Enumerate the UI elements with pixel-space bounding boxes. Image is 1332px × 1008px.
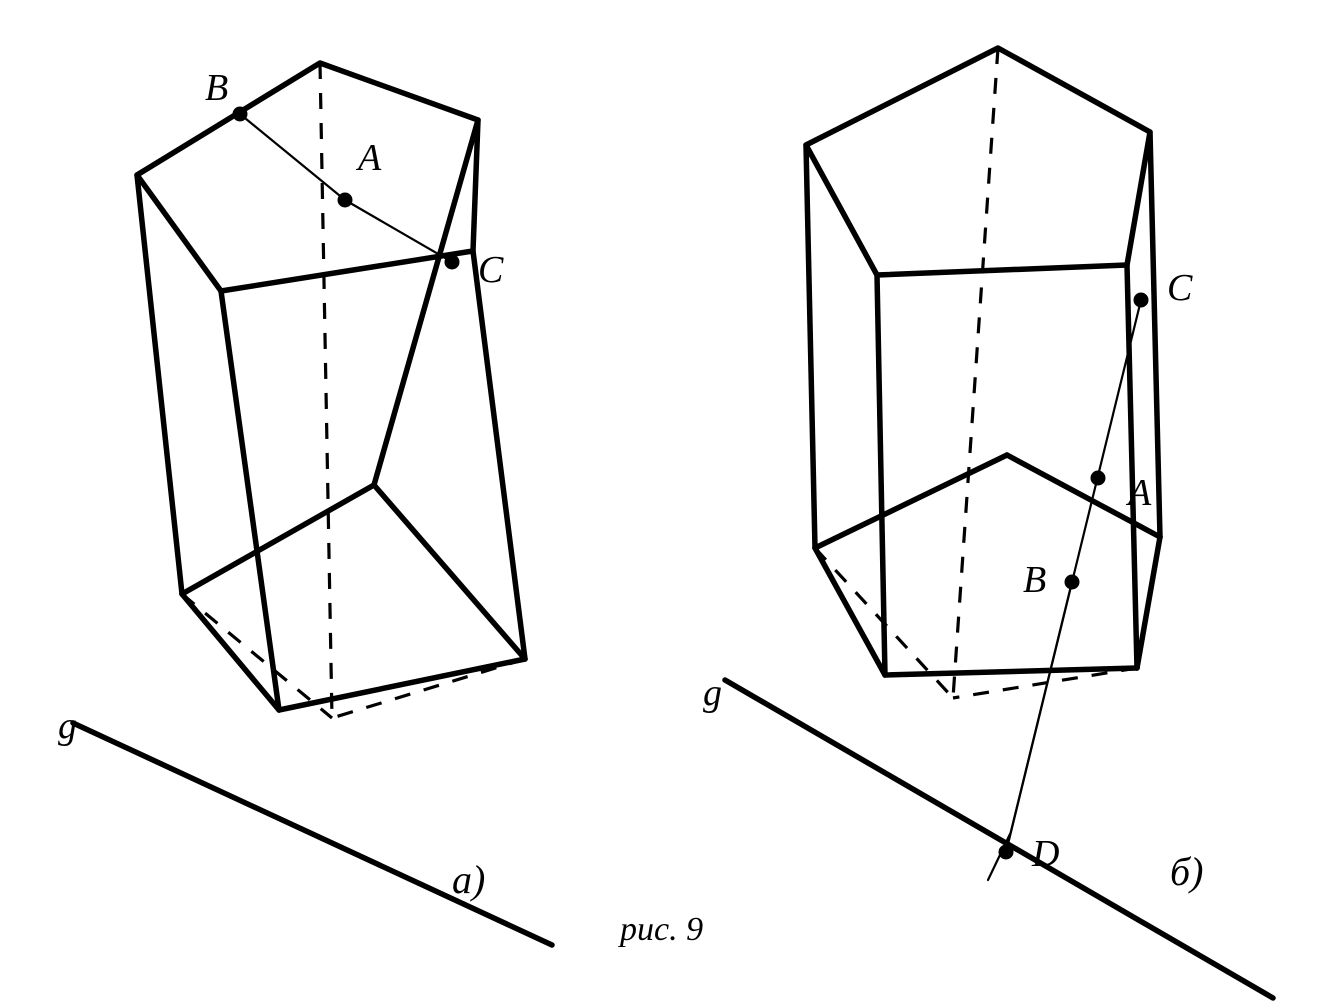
svg-text:рис. 9: рис. 9	[618, 911, 703, 948]
svg-text:C: C	[1167, 267, 1193, 309]
svg-text:A: A	[355, 137, 382, 179]
svg-text:g: g	[703, 672, 722, 714]
diagram-canvas: B A Cg а) C A B Dg б) рис. 9	[0, 0, 1332, 1008]
svg-text:D: D	[1031, 833, 1059, 875]
svg-text:б): б)	[1170, 849, 1203, 894]
svg-text:B: B	[205, 67, 228, 109]
svg-text:B: B	[1023, 559, 1046, 601]
svg-text:C: C	[478, 249, 504, 291]
svg-text:g: g	[58, 705, 77, 747]
svg-text:а): а)	[452, 857, 485, 902]
svg-text:A: A	[1125, 472, 1152, 514]
